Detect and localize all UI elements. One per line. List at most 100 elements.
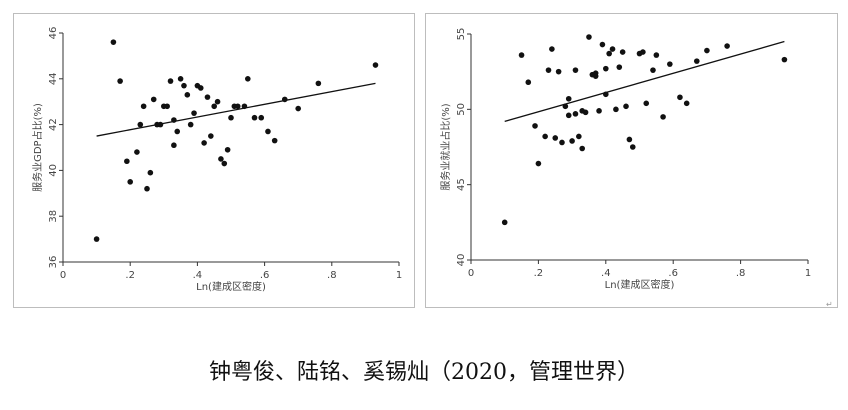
- chart-1-data-point: [683, 100, 690, 107]
- chart-1-y-tick-label: 50: [456, 103, 467, 116]
- chart-1-data-point: [626, 136, 633, 143]
- chart-0-x-tick-label: 0: [60, 270, 66, 281]
- chart-0-data-point: [174, 128, 181, 135]
- chart-1-data-point: [565, 112, 572, 119]
- chart-0-data-point: [265, 128, 271, 135]
- chart-0-y-tick-label: 46: [48, 27, 59, 40]
- chart-0-data-point: [372, 62, 379, 68]
- chart-1-data-point: [569, 138, 575, 144]
- chart-0-data-point: [134, 149, 140, 155]
- chart-0-data-point: [214, 98, 221, 105]
- chart-1-data-point: [616, 64, 623, 70]
- chart-1-data-point: [579, 145, 586, 152]
- chart-1-data-point: [549, 46, 555, 52]
- chart-1-data-point: [660, 114, 666, 120]
- chart-0-data-point: [184, 92, 191, 98]
- chart-1-data-point: [532, 123, 538, 129]
- chart-1-data-point: [603, 65, 609, 72]
- chart-1-data-point: [623, 103, 629, 110]
- corner-mark: ↵: [826, 300, 833, 309]
- chart-1-x-tick-label: .6: [668, 268, 678, 279]
- chart-0-data-point: [234, 103, 241, 110]
- chart-0-data-point: [181, 82, 187, 89]
- chart-0-y-tick-label: 38: [48, 210, 59, 223]
- figure-caption: 钟粤俊、陆铭、奚锡灿（2020，管理世界）: [209, 360, 639, 385]
- chart-0-data-point: [187, 121, 194, 128]
- chart-0-data-point: [228, 114, 234, 121]
- chart-0-data-point: [110, 39, 117, 45]
- chart-1-data-point: [693, 58, 700, 64]
- chart-1-data-point: [640, 49, 646, 55]
- chart-0-data-point: [197, 85, 204, 91]
- chart-1-data-point: [555, 68, 562, 75]
- chart-0-data-point: [144, 185, 150, 192]
- chart-0-data-point: [167, 78, 174, 84]
- chart-1-data-point: [592, 73, 599, 79]
- chart-0-fit-line: [96, 82, 376, 137]
- chart-0-data-point: [140, 103, 147, 110]
- chart-1-data-point: [619, 49, 626, 55]
- chart-0-y-tick-label: 44: [48, 72, 59, 85]
- chart-1-x-tick-label: 1: [805, 268, 811, 279]
- chart-1-y-tick-label: 40: [456, 254, 467, 267]
- scatter-chart-employment-share: 40 45 50 55 0 .2 .4 .6 .8 1 Ln(建成区密度) 服务业就业占比(%): [439, 28, 811, 291]
- chart-0-data-point: [201, 140, 207, 146]
- chart-0-data-point: [204, 94, 211, 100]
- chart-0-x-tick-label: .8: [327, 270, 337, 281]
- chart-0-x-axis-title: Ln(建成区密度): [196, 280, 266, 293]
- chart-0-data-point: [177, 76, 184, 82]
- scatter-chart-gdp-share: 36 38 40 42 44 46 0 .2 .4 .6 .8 1 Ln(建成区密度) 服务业GDP占比(…: [31, 27, 402, 293]
- chart-0-data-point: [93, 236, 100, 242]
- chart-1-x-tick-label: .8: [736, 268, 746, 279]
- chart-1-data-point: [704, 47, 710, 54]
- chart-1-data-point: [582, 109, 589, 116]
- chart-0-data-point: [258, 114, 265, 121]
- chart-0-data-point: [271, 137, 278, 144]
- chart-1-data-point: [552, 135, 559, 141]
- chart-0-y-tick-label: 36: [48, 256, 59, 269]
- chart-1-data-point: [606, 50, 612, 57]
- chart-1-data-point: [518, 52, 525, 58]
- chart-1-data-point: [576, 133, 582, 140]
- chart-1-data-point: [599, 41, 606, 48]
- chart-1-x-tick-label: .2: [534, 268, 544, 279]
- chart-1-data-point: [596, 108, 602, 114]
- chart-1-y-tick-label: 45: [456, 178, 467, 191]
- chart-1-data-point: [677, 94, 683, 101]
- chart-1-y-tick-label: 55: [456, 28, 467, 41]
- chart-0-x-tick-label: .2: [125, 270, 135, 281]
- chart-1-data-point: [724, 43, 730, 49]
- chart-1-x-tick-label: 0: [468, 268, 474, 279]
- chart-1-fit-line: [504, 40, 785, 123]
- chart-1-data-point: [542, 133, 548, 140]
- chart-1-data-point: [525, 79, 532, 86]
- chart-0-x-tick-label: .6: [260, 270, 270, 281]
- chart-0-data-point: [295, 105, 302, 112]
- chart-0-data-point: [127, 179, 133, 185]
- chart-0-data-point: [137, 121, 144, 128]
- chart-1-y-axis-title: 服务业就业占比(%): [439, 103, 452, 190]
- chart-1-data-point: [650, 67, 656, 73]
- chart-panel-gdp-share: 36 38 40 42 44 46 0 .2 .4 .6 .8 1 Ln(建成区密度) 服务业GDP占比(…: [13, 13, 415, 308]
- chart-0-y-tick-label: 40: [48, 164, 59, 177]
- chart-1-data-point: [545, 67, 552, 73]
- chart-0-x-tick-label: 1: [396, 270, 402, 281]
- chart-0-data-point: [211, 103, 217, 110]
- chart-0-data-point: [208, 133, 214, 139]
- chart-1-data-point: [535, 160, 542, 167]
- chart-0-data-point: [164, 103, 170, 110]
- chart-0-y-axis-title: 服务业GDP占比(%): [31, 103, 44, 192]
- chart-0-data-point: [221, 160, 228, 167]
- chart-1-data-point: [572, 67, 579, 73]
- chart-1-data-point: [559, 139, 565, 146]
- chart-1-x-tick-label: .4: [601, 268, 611, 279]
- chart-1-data-point: [667, 61, 673, 67]
- chart-0-data-point: [224, 146, 231, 153]
- chart-1-data-point: [565, 95, 572, 102]
- chart-1-data-point: [572, 111, 579, 117]
- chart-0-data-point: [245, 76, 251, 82]
- chart-1-data-point: [653, 52, 660, 58]
- chart-0-data-point: [150, 96, 157, 103]
- chart-0-data-point: [191, 110, 197, 116]
- chart-0-data-point: [171, 142, 177, 149]
